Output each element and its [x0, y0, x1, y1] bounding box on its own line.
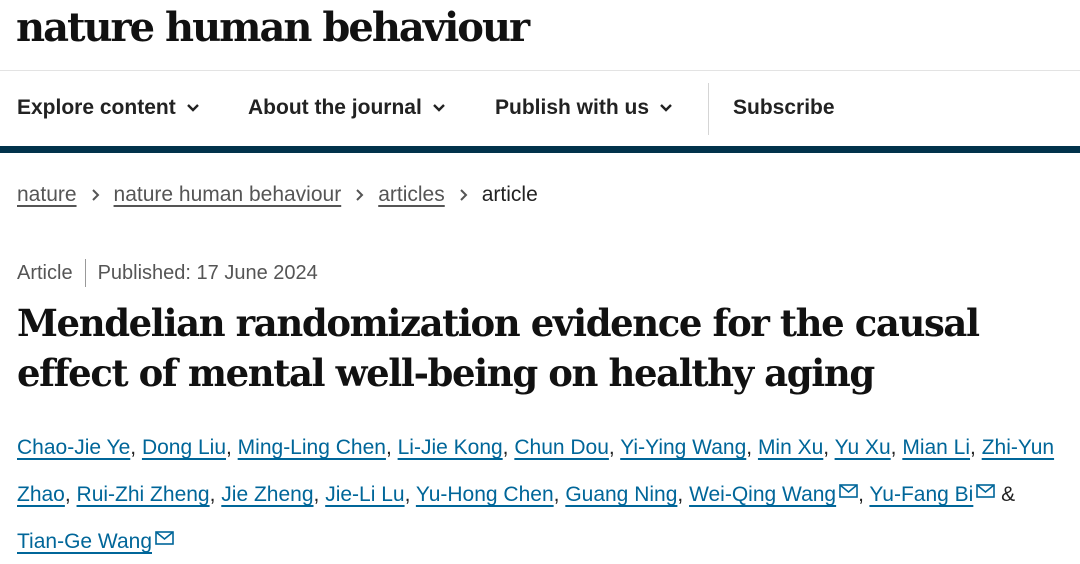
- chevron-right-icon: [91, 188, 100, 202]
- author-link[interactable]: Min Xu: [757, 436, 824, 459]
- author-link[interactable]: Yu-Hong Chen: [415, 483, 554, 506]
- nav-item-label: Publish with us: [495, 96, 650, 119]
- nav-publish-with-us[interactable]: Publish with us: [495, 93, 673, 123]
- author-separator: ,: [970, 436, 982, 459]
- breadcrumb-nature[interactable]: nature: [17, 183, 77, 206]
- nav-accent-bar: [0, 146, 1080, 153]
- author-link[interactable]: Chun Dou: [514, 436, 609, 459]
- author-link[interactable]: Li-Jie Kong: [397, 436, 503, 459]
- author-list: Chao-Jie Ye, Dong Liu, Ming-Ling Chen, L…: [17, 426, 1067, 564]
- author-separator: ,: [677, 483, 690, 506]
- author-link[interactable]: Yu-Fang Bi: [869, 483, 974, 506]
- chevron-right-icon: [355, 188, 364, 202]
- breadcrumb-nature-human-behaviour[interactable]: nature human behaviour: [113, 183, 342, 206]
- subscribe-link[interactable]: Subscribe: [733, 96, 835, 119]
- chevron-down-icon: [186, 103, 200, 113]
- author-link[interactable]: Yu Xu: [834, 436, 891, 459]
- breadcrumb: nature nature human behaviour articles a…: [17, 180, 538, 210]
- nav-divider: [708, 83, 709, 135]
- author-separator: ,: [130, 436, 142, 459]
- envelope-icon[interactable]: [976, 470, 996, 514]
- author-link[interactable]: Guang Ning: [565, 483, 678, 506]
- author-link[interactable]: Zhi-Yun Zhao: [17, 436, 1055, 506]
- author-separator: ,: [64, 483, 77, 506]
- author-separator: ,: [858, 483, 870, 506]
- author-separator: ,: [823, 436, 835, 459]
- chevron-down-icon: [659, 103, 673, 113]
- nav-explore-content[interactable]: Explore content: [17, 93, 200, 123]
- chevron-right-icon: [459, 188, 468, 202]
- envelope-icon[interactable]: [155, 517, 174, 561]
- main-nav: Explore content About the journal Publis…: [0, 71, 1080, 146]
- author-separator: ,: [608, 436, 621, 459]
- author-link[interactable]: Yi-Ying Wang: [620, 436, 747, 459]
- author-link[interactable]: Dong Liu: [141, 436, 226, 459]
- author-link[interactable]: Tian-Ge Wang: [17, 530, 152, 553]
- author-separator: &: [995, 483, 1016, 506]
- breadcrumb-articles[interactable]: articles: [378, 183, 445, 206]
- article-type: Article: [17, 261, 73, 284]
- nav-item-label: Explore content: [17, 96, 176, 119]
- masthead: nature human behaviour: [0, 0, 1080, 71]
- chevron-down-icon: [432, 103, 446, 113]
- article-meta: Article Published: 17 June 2024: [17, 258, 318, 288]
- nav-about-the-journal[interactable]: About the journal: [248, 93, 446, 123]
- author-link[interactable]: Jie Zheng: [221, 483, 314, 506]
- author-link[interactable]: Wei-Qing Wang: [689, 483, 837, 506]
- article-title: Mendelian randomization evidence for the…: [17, 301, 980, 395]
- nav-item-label: About the journal: [248, 96, 422, 119]
- envelope-icon[interactable]: [839, 470, 858, 514]
- author-separator: ,: [313, 483, 326, 506]
- author-link[interactable]: Jie-Li Lu: [325, 483, 405, 506]
- author-separator: ,: [890, 436, 903, 459]
- published-date: Published: 17 June 2024: [97, 261, 318, 284]
- author-link[interactable]: Mian Li: [902, 436, 971, 459]
- author-separator: ,: [385, 436, 398, 459]
- author-separator: ,: [404, 483, 416, 506]
- author-separator: ,: [553, 483, 566, 506]
- author-separator: ,: [209, 483, 222, 506]
- breadcrumb-current: article: [481, 183, 538, 206]
- author-link[interactable]: Ming-Ling Chen: [237, 436, 386, 459]
- author-separator: ,: [226, 436, 238, 459]
- author-separator: ,: [746, 436, 758, 459]
- author-link[interactable]: Chao-Jie Ye: [17, 436, 131, 459]
- author-link[interactable]: Rui-Zhi Zheng: [76, 483, 210, 506]
- meta-divider: [84, 259, 86, 287]
- journal-logo[interactable]: nature human behaviour: [16, 4, 530, 51]
- author-separator: ,: [502, 436, 515, 459]
